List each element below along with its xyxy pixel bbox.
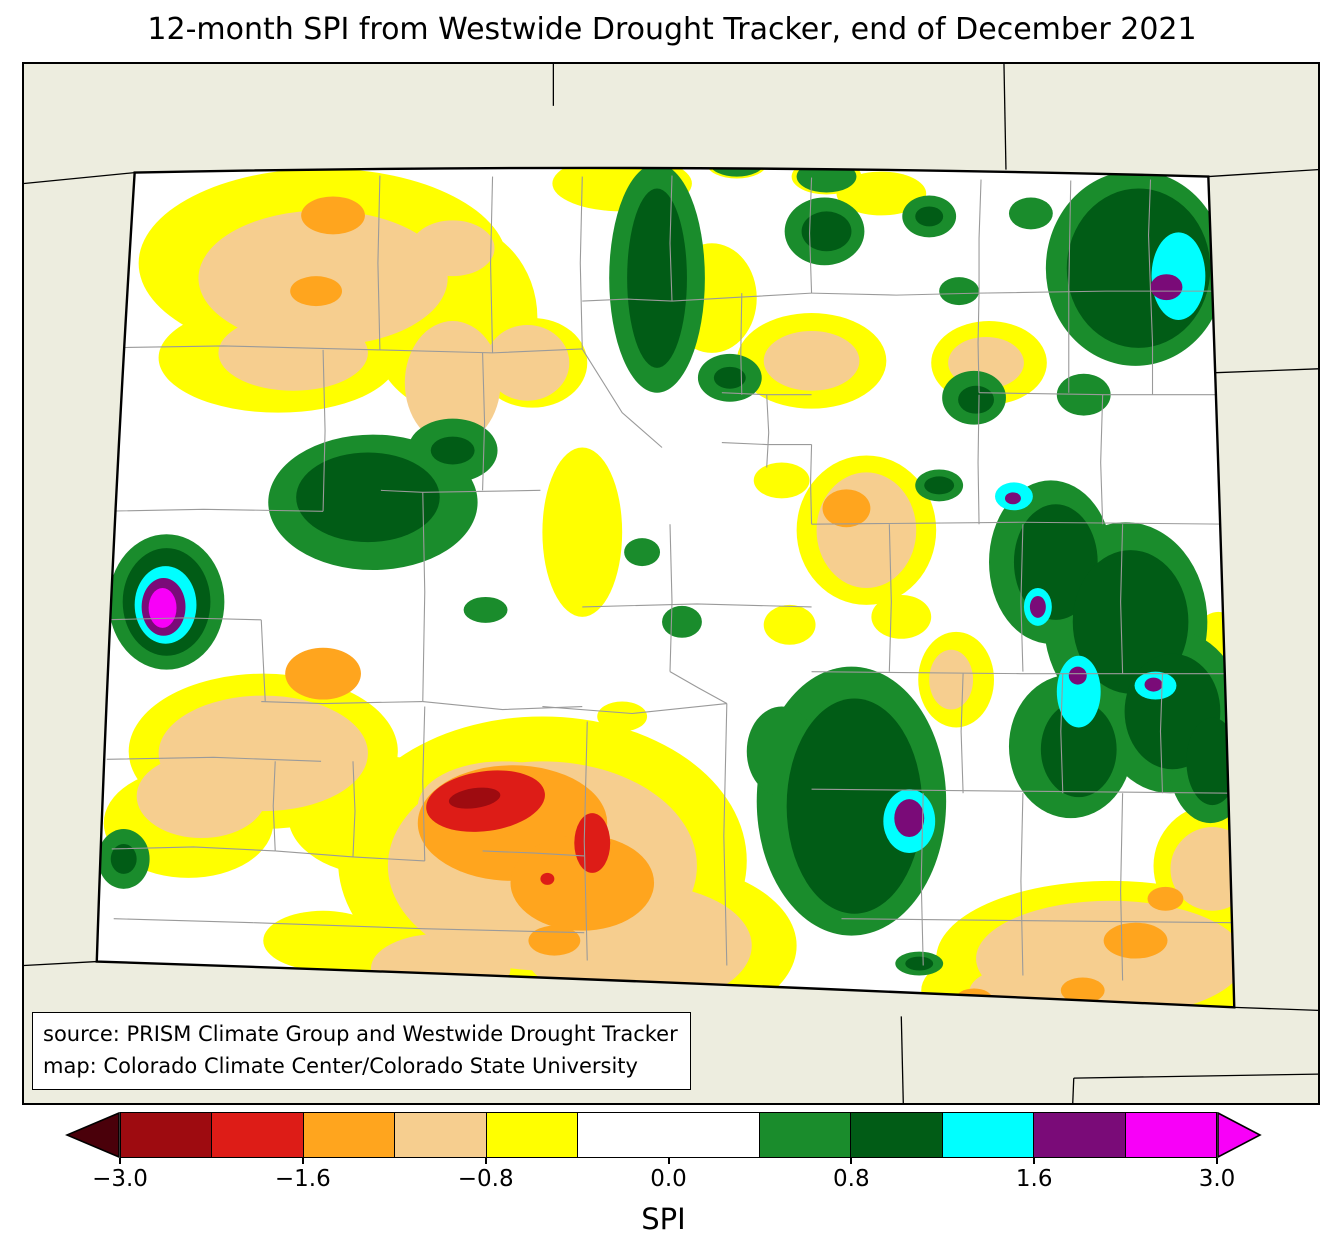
tick-mark bbox=[667, 1158, 670, 1164]
colorbar-segment-orange bbox=[302, 1113, 395, 1157]
tick-mark bbox=[1033, 1158, 1036, 1164]
colorbar-tick-6: 3.0 bbox=[1198, 1166, 1236, 1192]
colorbar: −3.0 −1.6 −0.8 0.0 0.8 1.6 3.0 SPI bbox=[65, 1112, 1262, 1236]
map-plot-area: source: PRISM Climate Group and Westwide… bbox=[22, 62, 1320, 1105]
colorbar-segment-green bbox=[758, 1113, 851, 1157]
colorbar-segments bbox=[120, 1112, 1217, 1158]
colorbar-segment-white bbox=[577, 1113, 759, 1157]
colorado-spi-map bbox=[24, 64, 1318, 1103]
figure-title: 12-month SPI from Westwide Drought Track… bbox=[147, 12, 1197, 47]
colorbar-arrow-left bbox=[65, 1112, 120, 1158]
colorbar-tick-3: 0.0 bbox=[650, 1166, 687, 1192]
colorbar-ticks: −3.0 −1.6 −0.8 0.0 0.8 1.6 3.0 bbox=[65, 1158, 1262, 1196]
source-line: source: PRISM Climate Group and Westwide… bbox=[43, 1022, 678, 1046]
colorbar-bar bbox=[65, 1112, 1262, 1158]
colorbar-segment-yellow bbox=[485, 1113, 578, 1157]
colorbar-tick-2: −0.8 bbox=[457, 1166, 514, 1192]
colorbar-axis-label: SPI bbox=[641, 1202, 686, 1236]
colorbar-segment-purple bbox=[1033, 1113, 1125, 1157]
state-border bbox=[95, 166, 1236, 1009]
colorbar-segment-tan bbox=[394, 1113, 486, 1157]
contour-magenta bbox=[148, 587, 177, 628]
contour-dark-red bbox=[448, 787, 501, 809]
colorbar-tick-5: 1.6 bbox=[1015, 1166, 1053, 1192]
colorbar-tick-0: −3.0 bbox=[92, 1166, 148, 1192]
colorbar-segment-red bbox=[211, 1113, 303, 1157]
tick-mark bbox=[484, 1158, 487, 1164]
colorbar-tick-1: −1.6 bbox=[274, 1166, 331, 1192]
tick-mark bbox=[850, 1158, 853, 1164]
tick-mark bbox=[119, 1158, 121, 1164]
colorbar-tick-4: 0.8 bbox=[833, 1166, 870, 1192]
neighbor-state-borders bbox=[24, 64, 1318, 1103]
colorbar-segment-magenta bbox=[1124, 1113, 1217, 1157]
county-borders bbox=[96, 175, 1235, 981]
source-box: source: PRISM Climate Group and Westwide… bbox=[32, 1012, 691, 1090]
colorbar-segment-darkred bbox=[121, 1113, 212, 1157]
tick-mark bbox=[1216, 1158, 1218, 1164]
colorbar-segment-darkgreen bbox=[850, 1113, 942, 1157]
tick-mark bbox=[301, 1158, 304, 1164]
map-credit-line: map: Colorado Climate Center/Colorado St… bbox=[43, 1053, 638, 1078]
colorbar-segment-cyan bbox=[941, 1113, 1034, 1157]
colorbar-arrow-right bbox=[1217, 1112, 1262, 1158]
